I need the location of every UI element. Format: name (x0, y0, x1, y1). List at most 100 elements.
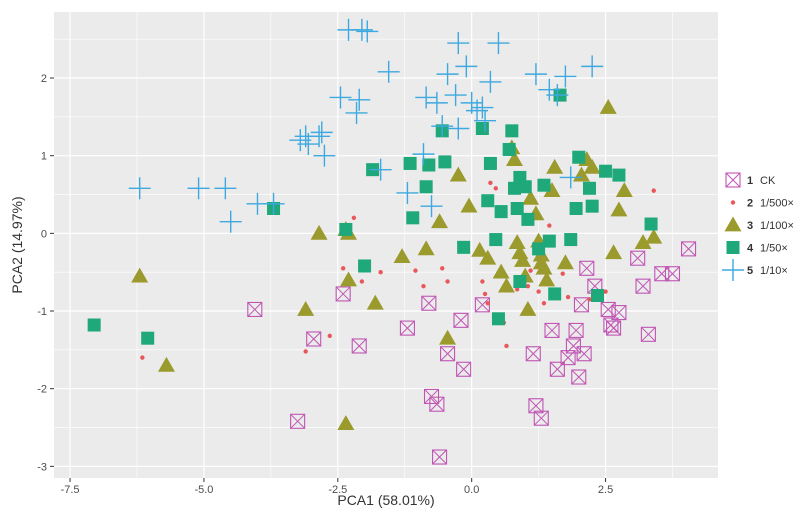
data-point (494, 205, 508, 219)
data-point (536, 289, 541, 294)
data-point (535, 259, 553, 275)
data-point (603, 289, 608, 294)
data-point (423, 388, 440, 405)
data-point (366, 294, 384, 310)
data-point (630, 250, 646, 266)
data-point (548, 287, 562, 301)
data-point (351, 215, 357, 221)
data-point (141, 331, 155, 345)
data-point (358, 259, 372, 273)
data-point (525, 283, 531, 289)
data-point (522, 189, 540, 205)
data-point (329, 86, 352, 109)
data-point (412, 143, 435, 166)
legend: 1 CK 2 1/500× 3 1/100× 4 1/50× 5 1/10× (722, 172, 794, 281)
data-point (436, 63, 459, 86)
data-point (421, 283, 426, 289)
data-point (483, 156, 497, 170)
data-point (403, 156, 417, 170)
data-point (488, 180, 493, 186)
data-point (306, 331, 322, 347)
data-point (87, 318, 101, 332)
data-point (413, 268, 418, 273)
data-point (340, 271, 358, 287)
data-point (560, 271, 565, 276)
data-point (396, 181, 419, 204)
data-point (140, 355, 145, 360)
data-point (447, 117, 470, 140)
data-point (610, 201, 628, 217)
data-point (393, 248, 411, 264)
data-point (219, 210, 242, 233)
data-point (157, 356, 175, 372)
data-point (583, 158, 601, 174)
data-point (131, 267, 149, 283)
data-point (290, 413, 306, 429)
data-point (554, 65, 577, 88)
data-point (431, 115, 454, 138)
data-point (421, 295, 437, 311)
data-point (487, 32, 510, 55)
data-point (565, 338, 581, 354)
data-point (579, 260, 595, 276)
data-point (313, 144, 336, 167)
data-point (519, 300, 537, 316)
data-point (518, 180, 532, 194)
data-point (497, 277, 515, 293)
data-point (417, 240, 435, 256)
data-point (449, 166, 467, 182)
x-tick-label: -5.0 (194, 484, 213, 496)
data-point (521, 212, 535, 226)
data-point (504, 343, 509, 349)
data-point (348, 88, 371, 111)
y-axis-title: PCA2 (14.97%) (9, 196, 25, 293)
data-point (514, 287, 520, 292)
data-point (429, 396, 445, 412)
data-point (541, 301, 547, 306)
x-axis-title: PCA1 (58.01%) (337, 492, 434, 508)
series-5 (128, 18, 604, 233)
data-point (576, 346, 592, 362)
data-point (572, 150, 586, 164)
legend-key (730, 200, 736, 205)
data-point (481, 194, 495, 208)
x-tick-label: -2.5 (328, 484, 347, 496)
data-point (508, 181, 522, 195)
data-point (514, 252, 532, 267)
data-point (587, 297, 592, 302)
legend-label: 1/50× (760, 243, 788, 255)
data-point (480, 279, 485, 284)
data-point (438, 155, 452, 169)
data-point (537, 178, 551, 192)
y-axis-ticks: -3 -2 -1 0 1 2 (37, 73, 54, 473)
data-point (538, 271, 556, 287)
data-point (568, 322, 584, 338)
data-point (510, 201, 524, 215)
data-point (399, 320, 415, 336)
data-points (87, 18, 697, 465)
data-point (525, 346, 541, 362)
data-point (644, 217, 658, 231)
data-point (377, 60, 400, 83)
legend-number: 5 (747, 265, 753, 277)
data-point (475, 122, 489, 135)
data-point (425, 91, 448, 114)
y-tick-label: -1 (37, 306, 47, 318)
data-point (556, 254, 574, 270)
data-point (564, 233, 578, 247)
legend-item: 2 1/500× (730, 198, 794, 210)
plot-panel (54, 12, 718, 478)
data-point (492, 263, 510, 279)
data-point (612, 168, 626, 182)
data-point (502, 142, 516, 156)
data-point (506, 151, 524, 166)
data-point (581, 55, 604, 78)
major-gridlines (54, 12, 718, 478)
data-point (431, 213, 449, 229)
legend-number: 1 (747, 175, 753, 187)
data-point (651, 188, 656, 193)
x-tick-label: 2.5 (598, 484, 613, 496)
data-point (187, 177, 210, 200)
data-point (460, 197, 478, 213)
